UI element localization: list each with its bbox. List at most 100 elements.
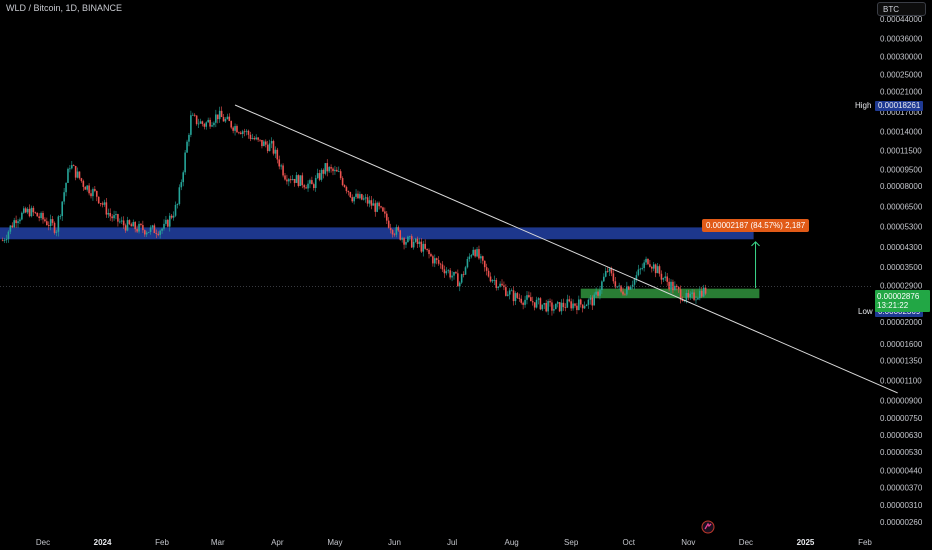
candle <box>497 286 499 291</box>
candle <box>36 212 39 217</box>
candle <box>42 210 44 224</box>
currency-button[interactable]: BTC <box>877 2 926 16</box>
candle <box>449 267 451 280</box>
y-tick-label: 0.00000750 <box>880 414 923 423</box>
candle <box>145 230 148 237</box>
candle <box>528 291 530 299</box>
candle <box>280 163 282 170</box>
y-tick-label: 0.00036000 <box>880 35 923 44</box>
candle <box>289 175 292 184</box>
x-axis[interactable]: Dec 2024 Feb Mar Apr May Jun Jul Aug Sep Oct Nov Dec… <box>36 538 873 547</box>
candle <box>161 227 163 234</box>
candle <box>157 231 160 237</box>
candle <box>44 217 46 223</box>
candle <box>149 225 152 235</box>
candle <box>136 225 138 234</box>
candle <box>662 277 665 282</box>
descending-trendline[interactable] <box>234 104 898 394</box>
low-marker-label: Low <box>858 307 873 316</box>
candle <box>545 299 547 313</box>
candle <box>647 258 649 266</box>
y-tick-label: 0.00003500 <box>880 263 923 272</box>
x-tick-label: 2024 <box>94 538 112 547</box>
candle <box>522 301 524 310</box>
candle <box>30 205 33 218</box>
candle <box>464 265 467 275</box>
candle <box>645 256 647 265</box>
candle <box>334 165 336 175</box>
candle <box>1 237 4 242</box>
candle <box>15 215 17 228</box>
candle <box>180 179 183 191</box>
candle <box>63 188 65 205</box>
candle <box>641 263 644 271</box>
support-zone[interactable] <box>580 288 760 299</box>
x-tick-label: Mar <box>211 538 225 547</box>
target-arrow[interactable] <box>751 241 760 288</box>
candle <box>551 299 553 316</box>
candle <box>422 240 425 257</box>
candle <box>420 238 423 253</box>
y-tick-label: 0.00044000 <box>880 15 923 24</box>
candle <box>368 195 371 208</box>
candle <box>651 265 653 273</box>
candle <box>397 225 400 232</box>
candle <box>328 166 330 174</box>
candle <box>633 277 636 290</box>
candle <box>120 216 123 225</box>
candle <box>128 219 131 226</box>
y-tick-label: 0.00000630 <box>880 431 923 440</box>
y-axis[interactable]: 0.00044000 0.00036000 0.00030000 0.00025000… <box>880 15 923 527</box>
candle <box>220 106 223 118</box>
candle <box>514 291 517 306</box>
candle <box>222 114 225 122</box>
candle <box>34 211 37 214</box>
candle <box>90 189 92 199</box>
candle <box>460 273 463 285</box>
candle <box>670 279 672 294</box>
candle <box>549 298 551 307</box>
candle <box>21 211 23 221</box>
candle <box>553 304 555 314</box>
candle <box>103 199 106 207</box>
candle <box>147 231 150 233</box>
candle <box>353 196 355 205</box>
candle <box>622 287 624 296</box>
overlays-layer <box>0 104 898 394</box>
candle <box>395 224 398 238</box>
candle <box>209 117 211 129</box>
candle <box>337 166 340 173</box>
candle <box>520 295 523 305</box>
candle <box>443 265 446 278</box>
candle <box>228 113 231 122</box>
candle <box>47 221 50 231</box>
candle <box>595 287 597 299</box>
y-tick-label: 0.00021000 <box>880 88 923 97</box>
candle <box>69 164 71 173</box>
candle <box>142 220 144 233</box>
candle <box>616 286 619 289</box>
candle <box>282 163 284 178</box>
candle <box>38 213 40 222</box>
candle <box>493 275 496 285</box>
candle <box>238 131 240 135</box>
candle <box>332 167 334 176</box>
candle <box>568 295 571 303</box>
candle <box>357 190 359 199</box>
candle <box>117 213 119 227</box>
resistance-zone[interactable] <box>0 227 754 240</box>
candle <box>99 202 102 207</box>
candle <box>74 165 77 181</box>
candle <box>581 304 584 313</box>
candle <box>362 195 365 201</box>
candle <box>533 302 536 311</box>
candle <box>326 159 329 177</box>
candle <box>378 201 380 210</box>
y-tick-label: 0.00002000 <box>880 318 923 327</box>
x-tick-label: Oct <box>623 538 636 547</box>
candle <box>691 288 693 299</box>
candle <box>629 285 632 290</box>
tradingview-logo-icon[interactable] <box>701 520 715 534</box>
candle <box>268 139 271 152</box>
